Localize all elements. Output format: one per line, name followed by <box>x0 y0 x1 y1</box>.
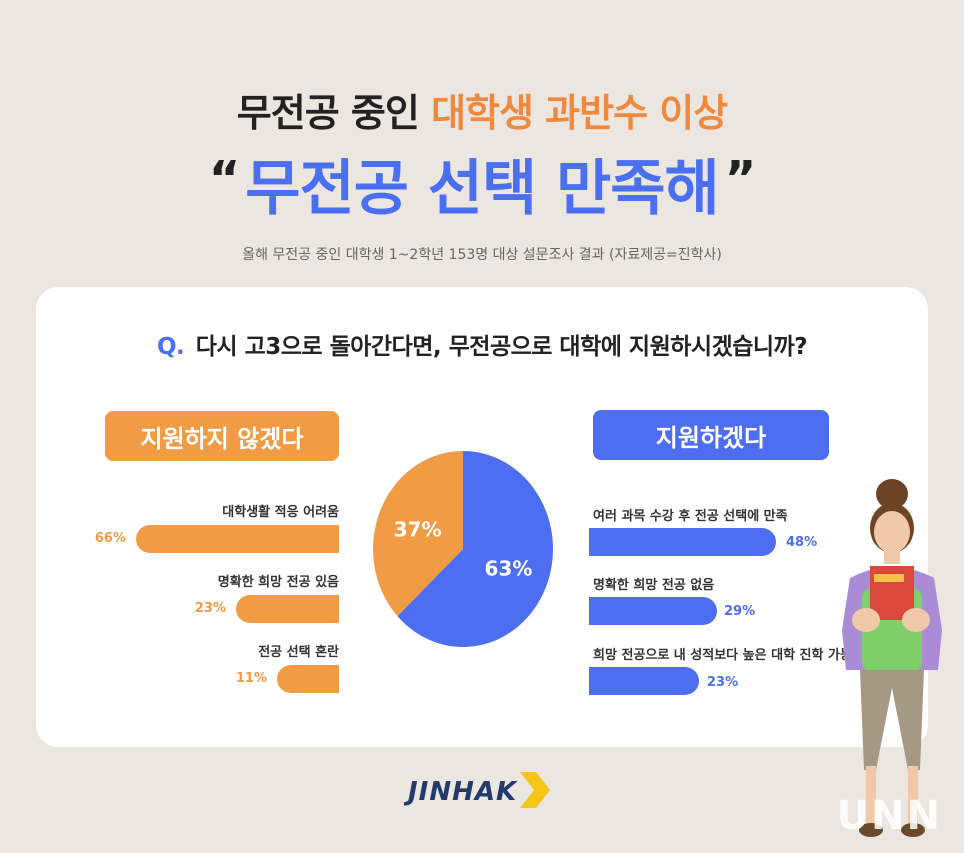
headline-open-quote: “ <box>208 151 241 207</box>
right-item-label-1: 여러 과목 수강 후 전공 선택에 만족 <box>593 509 788 524</box>
no-apply-header: 지원하지 않겠다 <box>105 411 339 461</box>
question: Q. 다시 고3으로 돌아간다면, 무전공으로 대학에 지원하시겠습니까? <box>0 327 964 361</box>
headline-text: 무전공 선택 만족해 <box>245 154 719 224</box>
question-prefix: Q. <box>156 334 185 360</box>
pie-slice-apply <box>397 451 553 647</box>
right-bar-1 <box>589 528 776 556</box>
pie-label-no-apply: 37% <box>394 518 442 542</box>
right-pct-3: 23% <box>707 675 739 690</box>
left-bar-2 <box>236 595 339 623</box>
left-bar-3 <box>277 665 339 693</box>
question-text: 다시 고3으로 돌아간다면, 무전공으로 대학에 지원하시겠습니까? <box>195 334 808 360</box>
headline-close-quote: ” <box>724 151 757 207</box>
pie-slice-no-apply <box>373 451 463 617</box>
student-illustration-icon <box>842 479 942 837</box>
subtitle: 올해 무전공 중인 대학생 1~2학년 153명 대상 설문조사 결과 (자료제… <box>242 247 722 263</box>
headline: “무전공 선택 만족해” <box>0 140 964 227</box>
left-item-label-2: 명확한 희망 전공 있음 <box>217 575 339 590</box>
title-line1: 무전공 중인 대학생 과반수 이상 <box>0 82 964 137</box>
pie-chart: 63% 37% <box>373 451 553 647</box>
right-bar-3 <box>589 667 699 695</box>
left-pct-1: 66% <box>94 531 126 546</box>
watermark: UNN <box>836 793 942 839</box>
logo-chevron-icon <box>520 772 550 808</box>
title-part2: 대학생 과반수 이상 <box>431 91 728 135</box>
right-pct-1: 48% <box>786 535 818 550</box>
right-item-label-2: 명확한 희망 전공 없음 <box>593 578 715 593</box>
right-item-label-3: 희망 전공으로 내 성적보다 높은 대학 진학 가능 <box>593 648 852 663</box>
right-bar-2 <box>589 597 717 625</box>
apply-header: 지원하겠다 <box>593 410 829 460</box>
left-item-label-1: 대학생활 적응 어려움 <box>222 505 339 520</box>
right-pct-2: 29% <box>724 604 756 619</box>
left-pct-2: 23% <box>194 601 226 616</box>
title-part1: 무전공 중인 <box>236 91 420 135</box>
left-pct-3: 11% <box>235 671 267 686</box>
pie-label-apply: 63% <box>484 556 532 580</box>
jinhak-logo: JINHAK <box>408 777 518 807</box>
left-bar-1 <box>136 525 339 553</box>
left-item-label-3: 전공 선택 혼란 <box>258 645 339 660</box>
